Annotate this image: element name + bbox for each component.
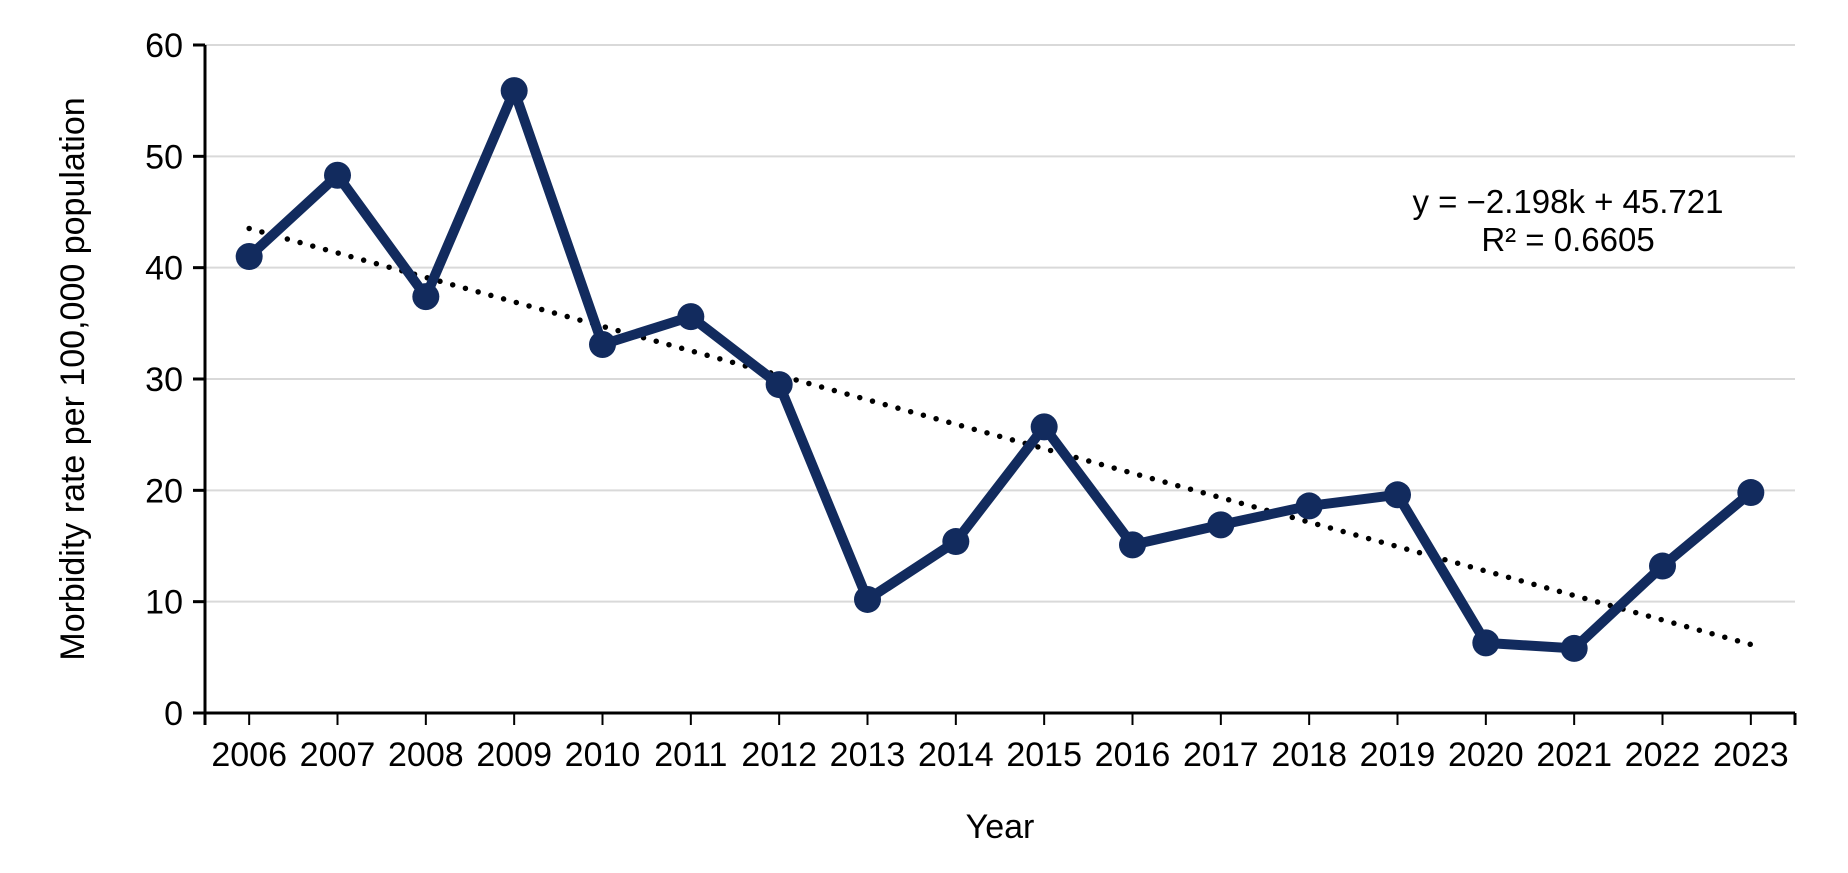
x-tick-label: 2017 xyxy=(1183,736,1259,774)
axes xyxy=(193,43,1797,725)
data-point xyxy=(1737,479,1765,507)
data-point xyxy=(765,371,793,399)
trendline-dotted xyxy=(246,225,1754,648)
x-tick-label: 2012 xyxy=(741,736,817,774)
x-tick-label: 2010 xyxy=(565,736,641,774)
x-tick-label: 2018 xyxy=(1271,736,1347,774)
y-tick-label: 60 xyxy=(145,27,183,65)
y-tick-label: 50 xyxy=(145,138,183,176)
x-tick-label: 2021 xyxy=(1536,736,1612,774)
data-point xyxy=(589,330,616,358)
data-point xyxy=(1649,552,1676,580)
x-tick-label: 2007 xyxy=(300,736,376,774)
x-tick-label: 2014 xyxy=(918,736,994,774)
x-tick-label: 2023 xyxy=(1713,736,1789,774)
trendline-equation-label: y = −2.198k + 45.721 xyxy=(1412,183,1723,220)
data-point xyxy=(1472,629,1500,657)
data-point xyxy=(1384,481,1411,509)
y-tick-label: 0 xyxy=(164,695,183,733)
data-point xyxy=(677,303,705,331)
x-tick-label: 2008 xyxy=(388,736,464,774)
x-tick-label: 2022 xyxy=(1625,736,1701,774)
x-tick-label: 2019 xyxy=(1360,736,1436,774)
data-point-markers xyxy=(235,77,1765,662)
data-point xyxy=(235,243,263,271)
y-tick-label: 30 xyxy=(145,361,183,399)
x-tick-label: 2009 xyxy=(476,736,552,774)
series-line xyxy=(244,85,1756,654)
x-tick-label: 2020 xyxy=(1448,736,1524,774)
y-tick-label: 40 xyxy=(145,250,183,288)
y-axis-tick-labels: 0 10 20 30 40 50 60 xyxy=(145,27,183,733)
gridlines xyxy=(205,44,1795,603)
trendline-r-squared-label: R² = 0.6605 xyxy=(1481,221,1654,258)
data-point xyxy=(854,585,881,613)
data-point xyxy=(1119,531,1146,559)
trendline xyxy=(246,225,1754,648)
x-tick-label: 2016 xyxy=(1095,736,1171,774)
data-point xyxy=(324,161,351,189)
data-series-line xyxy=(244,85,1756,654)
x-axis-tick-labels: 2006 2007 2008 2009 2010 2011 2012 2013 2014 2015… xyxy=(211,736,1788,774)
y-tick-label: 10 xyxy=(145,584,183,622)
x-tick-label: 2011 xyxy=(654,736,727,774)
data-point xyxy=(1207,511,1235,539)
data-point xyxy=(412,283,440,311)
data-point xyxy=(1560,634,1588,662)
x-axis-title: Year xyxy=(966,808,1035,846)
data-point xyxy=(1030,413,1058,441)
x-tick-label: 2013 xyxy=(830,736,906,774)
x-tick-label: 2006 xyxy=(211,736,287,774)
data-point xyxy=(942,528,970,556)
x-tick-label: 2015 xyxy=(1006,736,1082,774)
data-point xyxy=(500,77,528,105)
data-point xyxy=(1295,492,1323,520)
y-axis-title: Morbidity rate per 100,000 population xyxy=(54,97,92,660)
y-tick-label: 20 xyxy=(145,472,183,510)
